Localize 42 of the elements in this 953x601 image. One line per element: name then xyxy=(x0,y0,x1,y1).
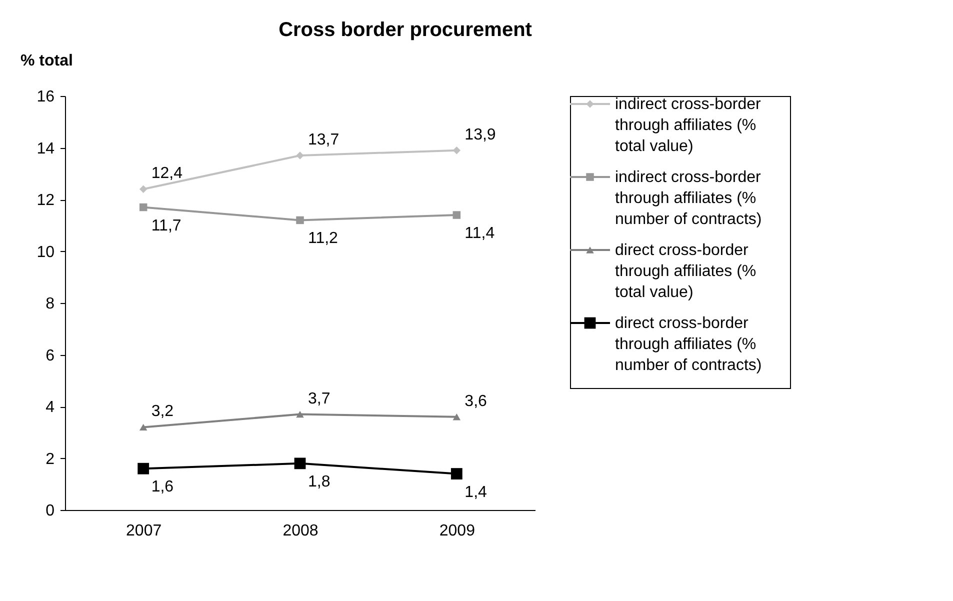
y-tick-label: 8 xyxy=(46,296,55,312)
point xyxy=(294,458,306,470)
point xyxy=(296,410,304,418)
y-tick-label: 4 xyxy=(46,399,55,416)
legend-label: direct cross-border through affiliates (% total value) xyxy=(615,242,756,301)
point xyxy=(452,146,461,154)
data-label: 11,7 xyxy=(151,217,182,234)
legend-label: indirect cross-border through affiliates (% total value) xyxy=(615,96,762,155)
data-label: 3,2 xyxy=(151,403,174,420)
point xyxy=(452,413,461,420)
y-tick-label: 12 xyxy=(36,192,55,209)
point xyxy=(452,211,461,219)
y-tick-label: 2 xyxy=(46,450,55,468)
x-tick-label: 2009 xyxy=(439,522,476,540)
point xyxy=(450,468,462,480)
data-label: 13,9 xyxy=(464,126,496,144)
data-label: 13,7 xyxy=(308,132,340,149)
data-label: 1,4 xyxy=(464,484,488,501)
point xyxy=(139,203,148,212)
chart-title: Cross border procurement xyxy=(278,19,532,41)
y-tick-label: 0 xyxy=(46,502,55,520)
x-tick-label: 2007 xyxy=(126,522,162,540)
point xyxy=(296,152,304,160)
point xyxy=(139,185,148,194)
data-label: 11,4 xyxy=(464,225,495,242)
y-tick-label: 6 xyxy=(46,347,55,364)
legend-label: indirect cross-border through affiliates (% number of contracts) xyxy=(615,169,762,228)
data-label: 12,4 xyxy=(151,165,183,182)
point xyxy=(139,424,148,431)
legend-label: direct cross-border through affiliates (% number of contracts) xyxy=(615,315,762,374)
x-tick-label: 2008 xyxy=(282,522,318,540)
data-label: 3,6 xyxy=(464,392,488,410)
data-label: 1,8 xyxy=(308,473,330,490)
data-label: 1,6 xyxy=(151,478,174,496)
point xyxy=(296,216,304,224)
y-tick-label: 16 xyxy=(36,88,55,106)
y-tick-label: 14 xyxy=(36,140,55,158)
y-axis-title: % total xyxy=(20,52,73,70)
y-tick-label: 10 xyxy=(36,244,55,261)
data-label: 3,7 xyxy=(308,390,330,408)
point xyxy=(138,462,150,474)
data-label: 11,2 xyxy=(308,230,338,248)
